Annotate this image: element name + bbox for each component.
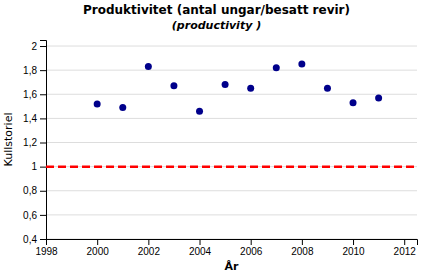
- tick-mark: [148, 239, 149, 245]
- grid-line: [46, 166, 417, 167]
- grid-line: [46, 46, 417, 47]
- chart: 199820002002200420062008201020120,40,60,…: [0, 0, 433, 275]
- tick: 0,4: [23, 234, 46, 245]
- x-axis: 1998 2000 2002 2004 2006 2008 2010 2012: [35, 239, 417, 257]
- tick-label: 2010: [342, 246, 365, 257]
- tick: 2002: [138, 239, 161, 257]
- point: [94, 100, 101, 107]
- point: [247, 85, 254, 92]
- tick-label: 2004: [189, 246, 212, 257]
- tick: 2012: [394, 239, 417, 257]
- tick: 1,8: [23, 65, 46, 76]
- tick-mark: [302, 239, 303, 245]
- tick-mark: [97, 239, 98, 245]
- tick-mark: [40, 118, 46, 119]
- grid-line: [46, 190, 417, 191]
- tick-label: 2008: [291, 246, 314, 257]
- x-axis-title: År: [225, 260, 240, 273]
- tick-label: 0,8: [23, 185, 37, 196]
- tick-mark: [40, 191, 46, 192]
- tick-mark: [40, 215, 46, 216]
- tick: 2: [31, 41, 46, 52]
- point: [324, 85, 331, 92]
- axis-line: [47, 240, 418, 246]
- point: [298, 61, 305, 68]
- tick-label: 2002: [138, 246, 161, 257]
- tick: 1,6: [23, 89, 46, 100]
- point: [375, 94, 382, 101]
- tick: 1,4: [23, 113, 46, 124]
- tick-mark: [251, 239, 252, 245]
- tick-mark: [404, 239, 405, 245]
- subtitle: (productivity ): [172, 19, 261, 32]
- tick-mark: [40, 167, 46, 168]
- y-axis-title: Kullstoriel: [2, 113, 15, 167]
- tick-label: 1,2: [23, 137, 37, 148]
- tick: 2006: [240, 239, 263, 257]
- tick-label: 0,4: [23, 234, 37, 245]
- tick: 1,2: [23, 137, 46, 148]
- point: [222, 81, 229, 88]
- tick-mark: [40, 70, 46, 71]
- tick-label: 1: [31, 161, 37, 172]
- marks: [46, 61, 417, 167]
- tick-mark: [40, 46, 46, 47]
- point: [170, 82, 177, 89]
- tick-label: 2006: [240, 246, 263, 257]
- point: [196, 108, 203, 115]
- tick: 2010: [342, 239, 365, 257]
- grid-line: [46, 214, 417, 215]
- tick: 2008: [291, 239, 314, 257]
- tick-label: 2000: [87, 246, 110, 257]
- tick-label: 1,8: [23, 65, 37, 76]
- tick: 2004: [189, 239, 212, 257]
- title: Produktivitet (antal ungar/besatt revir): [83, 3, 350, 17]
- grid-line: [46, 94, 417, 95]
- tick-mark: [200, 239, 201, 245]
- tick-label: 1,4: [23, 113, 37, 124]
- tick: 0,8: [23, 185, 46, 196]
- tick-label: 0,6: [23, 210, 37, 221]
- y-axis: 0,4 0,6 0,8 1 1,2 1,4 1,6 1,8 2: [23, 41, 46, 245]
- tick: 1998: [35, 239, 58, 257]
- grid-line: [46, 70, 417, 71]
- tick-mark: [353, 239, 354, 245]
- tick-mark: [40, 94, 46, 95]
- tick-label: 2012: [394, 246, 417, 257]
- grid: [46, 46, 417, 239]
- point: [350, 99, 357, 106]
- plot-area: 199820002002200420062008201020120,40,60,…: [23, 41, 417, 258]
- point: [273, 64, 280, 71]
- tick-mark: [40, 239, 46, 240]
- tick: 0,6: [23, 210, 46, 221]
- grid-line: [46, 118, 417, 119]
- tick-mark: [40, 143, 46, 144]
- grid-line: [46, 142, 417, 143]
- point: [145, 63, 152, 70]
- tick-label: 2: [31, 41, 37, 52]
- tick-label: 1,6: [23, 89, 37, 100]
- point: [119, 104, 126, 111]
- axis-line: [40, 41, 47, 240]
- tick: 1: [31, 161, 46, 172]
- tick: 2000: [87, 239, 110, 257]
- reference-line: [46, 165, 417, 168]
- tick-label: 1998: [35, 246, 58, 257]
